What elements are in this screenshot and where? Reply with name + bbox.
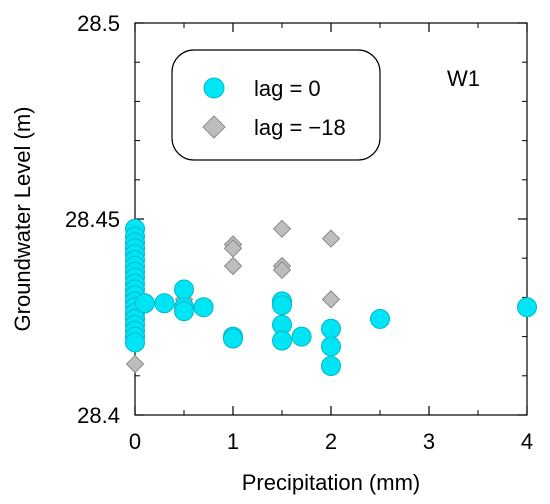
data-point-lag0 — [223, 328, 243, 349]
panel-label: W1 — [447, 66, 480, 91]
x-tick-label: 3 — [423, 429, 435, 454]
x-tick-label: 1 — [227, 429, 239, 454]
legend-box — [171, 49, 381, 161]
data-point-lag0 — [291, 326, 312, 347]
data-point-lag0 — [321, 336, 341, 357]
data-point-lag0 — [174, 301, 194, 322]
data-point-lag0 — [272, 295, 292, 316]
data-point-lag0 — [134, 293, 155, 314]
x-tick-label: 0 — [129, 429, 141, 454]
data-point-lag0 — [321, 318, 341, 339]
data-point-lag-minus18 — [125, 354, 145, 374]
data-point-lag-minus18 — [223, 256, 243, 276]
y-tick-label: 28.45 — [65, 207, 120, 232]
axis-ticks — [134, 22, 528, 416]
x-axis-label: Precipitation (mm) — [242, 470, 420, 495]
data-point-lag0 — [174, 279, 194, 300]
data-point-lag0 — [321, 356, 341, 376]
legend-label-lag0: lag = 0 — [254, 76, 321, 101]
data-point-lag0 — [193, 297, 214, 318]
data-point-lag0 — [272, 330, 292, 351]
y-tick-label: 28.5 — [77, 11, 120, 36]
legend-label-lag-minus18: lag = −18 — [254, 115, 346, 140]
data-point-lag-minus18 — [321, 290, 341, 309]
y-tick-label: 28.4 — [77, 403, 120, 428]
series-lag0 — [125, 218, 537, 376]
y-tick-labels: 28.4 28.45 28.5 — [65, 11, 120, 428]
data-point-lag0 — [154, 293, 175, 314]
x-tick-label: 2 — [325, 429, 337, 454]
legend-marker-lag0 — [203, 77, 225, 99]
x-tick-labels: 0 1 2 3 4 — [129, 429, 533, 454]
data-point-lag0 — [370, 308, 390, 329]
data-point-lag0 — [125, 332, 145, 353]
data-point-lag-minus18 — [272, 260, 292, 280]
legend-marker-lag-minus18 — [202, 115, 226, 139]
legend: lag = 0 lag = −18 — [171, 49, 381, 161]
data-point-lag0 — [517, 297, 537, 318]
data-point-lag-minus18 — [272, 219, 292, 239]
x-tick-label: 4 — [521, 429, 533, 454]
y-axis-label: Groundwater Level (m) — [10, 107, 35, 332]
data-point-lag-minus18 — [321, 229, 341, 248]
